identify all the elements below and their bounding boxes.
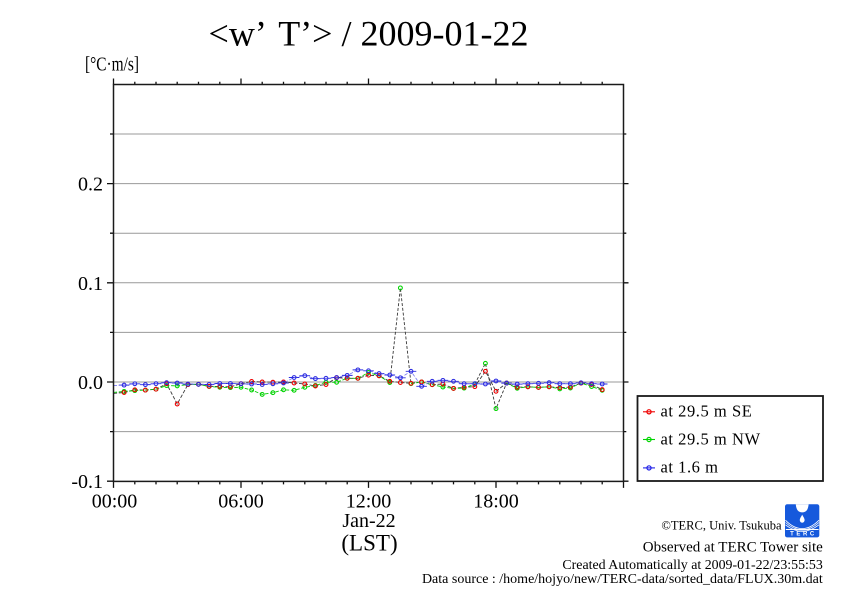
svg-text:<w’ T’> / 2009-01-22: <w’ T’> / 2009-01-22 — [209, 14, 529, 54]
svg-text:©TERC, Univ. Tsukuba: ©TERC, Univ. Tsukuba — [661, 519, 782, 533]
svg-text:Observed at TERC Tower site: Observed at TERC Tower site — [643, 540, 823, 556]
svg-text:0.1: 0.1 — [78, 273, 103, 295]
svg-text:0.0: 0.0 — [78, 372, 103, 394]
svg-text:0.2: 0.2 — [78, 174, 103, 196]
svg-text:at 29.5 m SE: at 29.5 m SE — [661, 402, 753, 421]
svg-text:[°C·m/s]: [°C·m/s] — [85, 55, 139, 76]
svg-text:06:00: 06:00 — [218, 491, 264, 513]
svg-text:00:00: 00:00 — [92, 491, 138, 513]
svg-text:at 29.5 m NW: at 29.5 m NW — [661, 429, 761, 448]
svg-text:Jan-22: Jan-22 — [342, 510, 395, 532]
svg-text:18:00: 18:00 — [473, 491, 519, 513]
svg-text:at 1.6 m: at 1.6 m — [661, 458, 719, 477]
svg-text:TERC: TERC — [790, 532, 817, 538]
svg-text:Data source : /home/hojyo/new/: Data source : /home/hojyo/new/TERC-data/… — [422, 572, 823, 587]
svg-text:12:00: 12:00 — [346, 491, 392, 513]
svg-text:-0.1: -0.1 — [71, 471, 103, 493]
svg-text:(LST): (LST) — [341, 531, 397, 556]
svg-text:Created Automatically at 2009-: Created Automatically at 2009-01-22/23:5… — [562, 558, 822, 573]
